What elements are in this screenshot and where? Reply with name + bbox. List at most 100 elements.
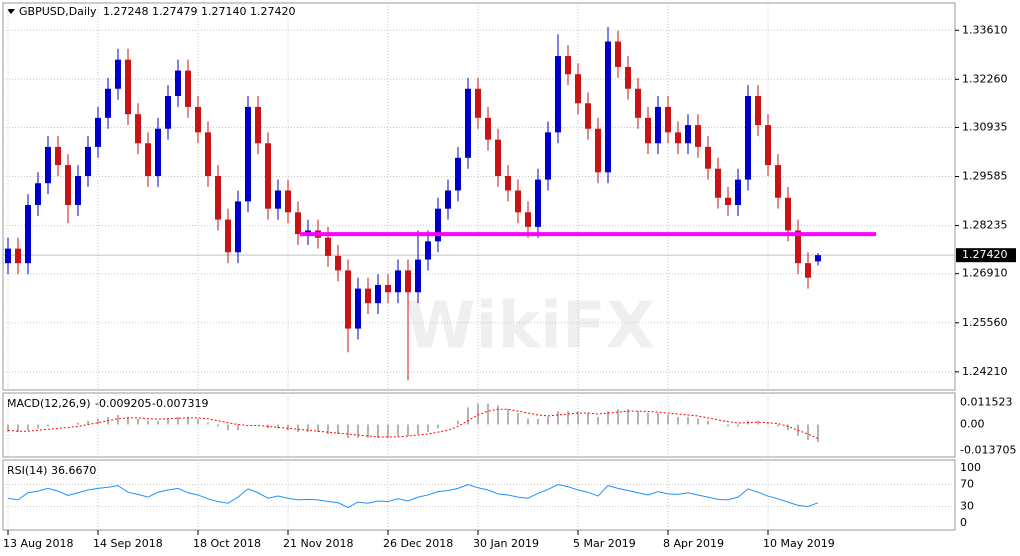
macd-signal-value: -0.007319 — [152, 397, 208, 410]
macd-label: MACD(12,26,9) — [7, 397, 91, 410]
candle-body — [765, 125, 771, 166]
candle-body — [365, 288, 371, 304]
candle-body — [95, 117, 101, 147]
macd-signal — [7, 408, 819, 439]
candle-body — [505, 175, 511, 191]
candle-body — [125, 59, 131, 115]
rsi-tick-label: 70 — [960, 478, 974, 491]
candle-body — [445, 190, 451, 209]
rsi-label: RSI(14) 36.6670 — [7, 464, 96, 477]
y-tick-label: 1.32260 — [962, 72, 1008, 85]
candle-body — [705, 146, 711, 169]
x-tick-label: 30 Jan 2019 — [473, 537, 539, 550]
ohlc: 1.27248 1.27479 1.27140 1.27420 — [103, 5, 295, 18]
candle-body — [605, 41, 611, 173]
x-tick-label: 18 Oct 2018 — [193, 537, 261, 550]
candle-body — [485, 117, 491, 140]
candle-body — [165, 96, 171, 129]
candle-body — [235, 201, 241, 253]
candle-body — [105, 88, 111, 118]
macd-tick-label: -0.013705 — [960, 444, 1016, 457]
y-tick-label: 1.30935 — [962, 120, 1008, 133]
candle-body — [575, 74, 581, 104]
menu-arrow[interactable] — [7, 9, 15, 14]
macd-value: -0.009205 — [95, 397, 151, 410]
candle-body — [415, 259, 421, 293]
macd-tick-label: 0.00 — [960, 418, 985, 431]
rsi-panel — [2, 459, 956, 531]
x-tick-label: 10 May 2019 — [763, 537, 835, 550]
x-tick-label: 26 Dec 2018 — [383, 537, 453, 550]
candle-body — [395, 270, 401, 293]
candle-body — [755, 96, 761, 126]
candle-body — [265, 143, 271, 209]
candle-body — [155, 128, 161, 176]
candle-body — [425, 241, 431, 260]
candle-body — [325, 237, 331, 256]
candle-body — [455, 157, 461, 191]
candle-body — [435, 208, 441, 242]
rsi-tick-label: 100 — [960, 461, 981, 474]
symbol: GBPUSD,Daily — [19, 5, 97, 18]
candle-body — [335, 255, 341, 271]
candle-body — [805, 263, 811, 278]
candle-body — [405, 270, 411, 293]
candle-body — [675, 132, 681, 144]
candle-body — [795, 230, 801, 264]
candle-body — [815, 255, 821, 262]
candle-body — [285, 190, 291, 213]
candle-body — [595, 128, 601, 173]
candle-body — [535, 179, 541, 227]
x-tick-label: 5 Mar 2019 — [573, 537, 636, 550]
last-price-box — [956, 248, 1016, 263]
candle-body — [85, 146, 91, 176]
y-tick-label: 1.28235 — [962, 219, 1008, 232]
y-tick-label: 1.25560 — [962, 316, 1008, 329]
candle-body — [45, 146, 51, 184]
main-panel — [2, 2, 956, 391]
rsi-tick-label: 0 — [960, 516, 967, 529]
candle-body — [525, 212, 531, 227]
candle-body — [225, 219, 231, 253]
candle-body — [655, 106, 661, 144]
candle-body — [545, 132, 551, 180]
candle-body — [685, 125, 691, 144]
last-price-label: 1.27420 — [962, 248, 1008, 261]
candle-body — [175, 70, 181, 97]
candle-body — [615, 41, 621, 67]
candle-body — [355, 288, 361, 329]
y-tick-label: 1.33610 — [962, 23, 1008, 36]
candle-body — [55, 146, 61, 166]
candle-body — [645, 117, 651, 144]
candle-body — [145, 143, 151, 176]
candle-body — [195, 106, 201, 133]
candle-body — [775, 165, 781, 198]
candle-body — [665, 106, 671, 133]
candle-body — [245, 106, 251, 202]
candle-body — [715, 168, 721, 198]
candle-body — [495, 139, 501, 176]
candle-body — [215, 175, 221, 220]
candle-body — [345, 270, 351, 329]
candle-body — [625, 66, 631, 89]
candle-body — [275, 190, 281, 209]
candle-body — [15, 248, 21, 264]
candle-body — [585, 103, 591, 129]
y-tick-label: 1.26910 — [962, 267, 1008, 280]
candle-body — [735, 179, 741, 206]
candle-body — [375, 284, 381, 304]
candle-body — [185, 70, 191, 107]
candle-body — [725, 197, 731, 206]
x-tick-label: 21 Nov 2018 — [283, 537, 353, 550]
candle-body — [295, 212, 301, 235]
candle-body — [555, 56, 561, 133]
candle-body — [205, 132, 211, 176]
candle-body — [565, 56, 571, 75]
candle-body — [35, 183, 41, 206]
candle-body — [695, 125, 701, 147]
macd-panel — [2, 392, 956, 458]
candle-body — [135, 114, 141, 144]
candle-body — [515, 190, 521, 213]
watermark: WikiFX — [405, 290, 655, 364]
macd-tick-label: 0.011523 — [960, 396, 1013, 409]
